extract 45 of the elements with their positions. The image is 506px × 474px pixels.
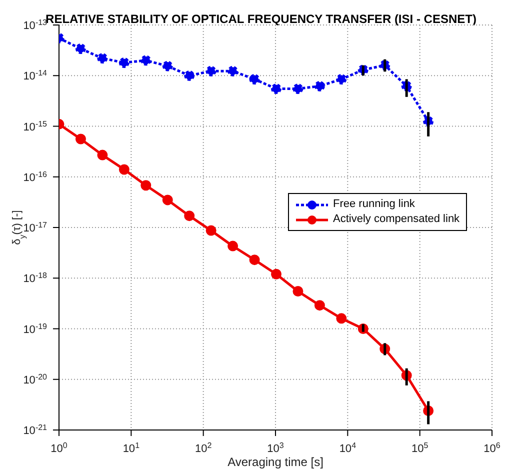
point bbox=[206, 66, 216, 76]
point bbox=[162, 194, 173, 206]
x-tick-label: 10$^{1}$ bbox=[122, 440, 140, 455]
point bbox=[184, 210, 195, 222]
point bbox=[118, 57, 130, 68]
x-axis-title: Averaging time [s] bbox=[228, 455, 324, 469]
point bbox=[206, 225, 216, 236]
point bbox=[97, 150, 108, 160]
point bbox=[249, 74, 260, 84]
point bbox=[75, 43, 86, 54]
y-tick-label: 10$^{-15}$ bbox=[23, 118, 48, 134]
point bbox=[249, 254, 260, 266]
point bbox=[270, 268, 282, 280]
point bbox=[336, 74, 347, 84]
point bbox=[228, 66, 238, 76]
legend-label: Free running link bbox=[333, 197, 415, 212]
point bbox=[97, 53, 108, 64]
x-tick-label: 10$^{2}$ bbox=[194, 440, 212, 455]
point bbox=[140, 180, 152, 191]
y-tick-label: 10$^{-20}$ bbox=[23, 372, 48, 386]
point bbox=[184, 70, 195, 81]
point bbox=[75, 134, 86, 144]
chart-title: RELATIVE STABILITY OF OPTICAL FREQUENCY TRANSFER (ISI - CESNET) bbox=[46, 12, 476, 26]
y-tick-label: 10$^{-19}$ bbox=[23, 321, 48, 336]
point bbox=[228, 240, 238, 252]
y-tick-label: 10$^{-14}$ bbox=[23, 68, 48, 83]
x-tick-label: 10$^{3}$ bbox=[267, 440, 284, 455]
x-tick-label: 10$^{4}$ bbox=[339, 440, 357, 455]
y-tick-label: 10$^{-21}$ bbox=[23, 422, 48, 437]
y-tick-label: 10$^{-18}$ bbox=[23, 270, 48, 286]
point bbox=[118, 164, 130, 175]
point bbox=[140, 55, 152, 66]
point bbox=[314, 300, 325, 311]
point bbox=[292, 286, 304, 297]
x-tick-label: 10$^{6}$ bbox=[484, 440, 501, 455]
legend-label: Actively compensated link bbox=[333, 212, 460, 227]
y-tick-label: 10$^{-16}$ bbox=[23, 169, 48, 184]
x-tick-label: 10$^{5}$ bbox=[411, 440, 429, 455]
point bbox=[314, 80, 325, 92]
point bbox=[336, 313, 347, 324]
point bbox=[270, 84, 282, 94]
point bbox=[162, 60, 173, 72]
y-tick-label: 10$^{-17}$ bbox=[23, 220, 48, 234]
point bbox=[292, 84, 304, 94]
x-tick-label: 10$^{0}$ bbox=[50, 440, 68, 455]
